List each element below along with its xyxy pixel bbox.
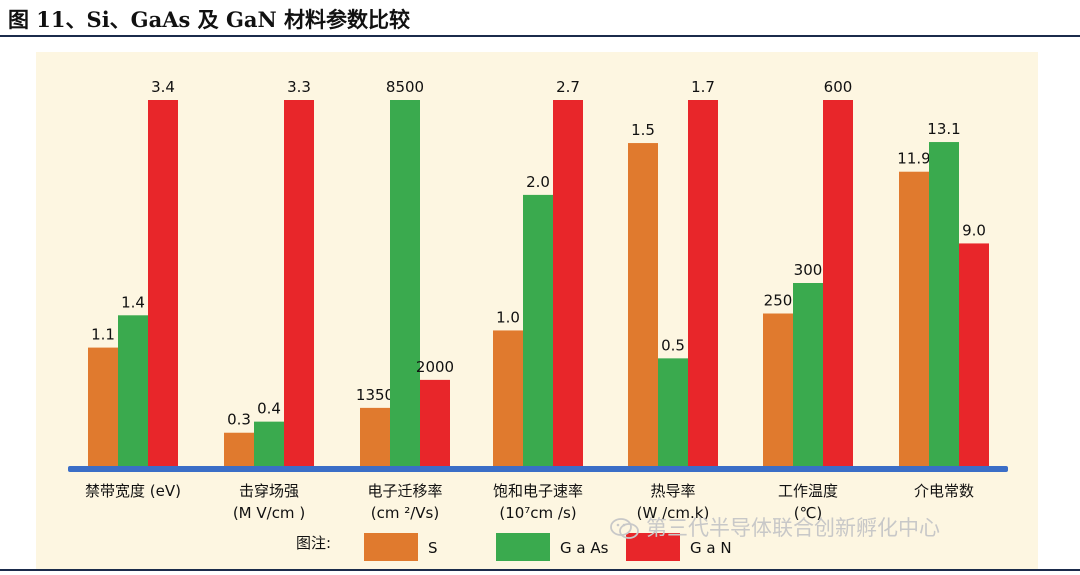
- legend-swatch-si: [364, 533, 418, 561]
- bar-gan-2: [420, 379, 450, 466]
- category-label-1: 击穿场强: [239, 482, 299, 500]
- bar-chart: 1.1 1.4 3.4 禁带宽度 (eV) 0.3 0.4 3.3 击穿场强 (M V/cm )…: [68, 78, 1008, 561]
- value-label-gan-6: 9.0: [962, 221, 986, 239]
- bar-si-1: [224, 432, 254, 466]
- bar-si-2: [360, 407, 390, 466]
- bottom-rule: [0, 569, 1080, 571]
- category-unit-4: (W /cm.k): [637, 504, 710, 522]
- bar-gan-0: [148, 100, 178, 466]
- value-label-gaas-1: 0.4: [257, 400, 281, 418]
- bar-gan-3: [553, 100, 583, 466]
- category-label-4: 热导率: [650, 482, 695, 500]
- bar-gaas-2: [390, 100, 420, 466]
- value-label-si-4: 1.5: [631, 121, 655, 139]
- category-unit-1: (M V/cm ): [233, 504, 305, 522]
- category-unit-3: (10⁷cm /s): [499, 504, 576, 522]
- bar-gan-1: [284, 100, 314, 466]
- bar-gaas-0: [118, 315, 148, 466]
- legend-label-gaas: G a As: [560, 539, 609, 557]
- bar-si-3: [493, 330, 523, 466]
- value-label-si-0: 1.1: [91, 326, 115, 344]
- value-label-gan-2: 2000: [416, 358, 454, 376]
- legend-label-gan: G a N: [690, 539, 732, 557]
- value-label-gaas-5: 300: [794, 261, 823, 279]
- value-label-gaas-3: 2.0: [526, 173, 550, 191]
- value-label-gan-0: 3.4: [151, 78, 175, 96]
- figure-title: 图 11、Si、GaAs 及 GaN 材料参数比较: [8, 7, 411, 32]
- category-label-3: 饱和电子速率: [493, 482, 583, 500]
- value-label-gaas-0: 1.4: [121, 293, 145, 311]
- category-label-0: 禁带宽度 (eV): [85, 482, 181, 500]
- bar-gaas-3: [523, 194, 553, 466]
- value-label-gaas-6: 13.1: [927, 120, 960, 138]
- value-label-si-2: 1350: [356, 386, 394, 404]
- chart-panel: 1.1 1.4 3.4 禁带宽度 (eV) 0.3 0.4 3.3 击穿场强 (M V/cm )…: [36, 52, 1038, 569]
- legend-swatch-gan: [626, 533, 680, 561]
- top-rule: [0, 35, 1080, 37]
- bar-gan-5: [823, 100, 853, 466]
- legend-swatch-gaas: [496, 533, 550, 561]
- watermark-text: 第三代半导体联合创新孵化中心: [646, 516, 940, 540]
- value-label-gan-5: 600: [824, 78, 853, 96]
- x-axis-line: [68, 466, 1008, 472]
- wechat-icon: [610, 518, 639, 539]
- value-label-si-6: 11.9: [897, 150, 930, 168]
- legend-title: 图注:: [296, 534, 331, 552]
- value-label-gan-1: 3.3: [287, 78, 311, 96]
- value-label-si-1: 0.3: [227, 411, 251, 429]
- bar-si-4: [628, 143, 658, 466]
- bar-gaas-5: [793, 283, 823, 466]
- value-label-gan-3: 2.7: [556, 78, 580, 96]
- category-unit-2: (cm ²/Vs): [371, 504, 439, 522]
- bar-si-0: [88, 347, 118, 466]
- value-label-gaas-2: 8500: [386, 78, 424, 96]
- category-label-5: 工作温度: [778, 482, 838, 500]
- bar-gaas-6: [929, 142, 959, 467]
- bar-gan-4: [688, 100, 718, 466]
- legend-label-si: S: [428, 539, 438, 557]
- bar-si-5: [763, 313, 793, 466]
- value-label-si-5: 250: [764, 292, 793, 310]
- bar-gan-6: [959, 243, 989, 466]
- bar-si-6: [899, 171, 929, 466]
- bar-gaas-4: [658, 358, 688, 466]
- watermark: 第三代半导体联合创新孵化中心: [610, 512, 940, 542]
- category-label-2: 电子迁移率: [367, 482, 442, 500]
- value-label-gan-4: 1.7: [691, 78, 715, 96]
- category-label-6: 介电常数: [914, 482, 974, 500]
- value-label-si-3: 1.0: [496, 308, 520, 326]
- category-unit-5: (℃): [794, 504, 823, 522]
- value-label-gaas-4: 0.5: [661, 336, 685, 354]
- bar-gaas-1: [254, 421, 284, 466]
